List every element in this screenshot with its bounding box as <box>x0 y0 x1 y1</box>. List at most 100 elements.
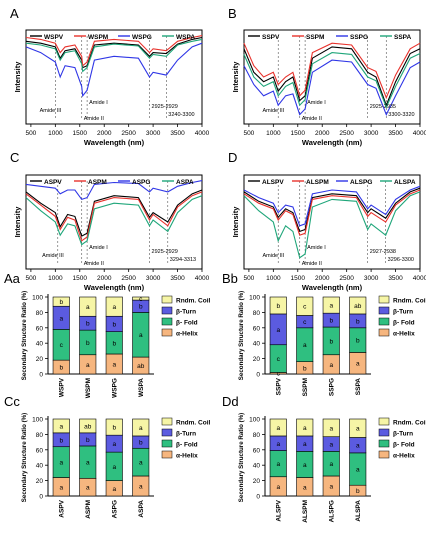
significance-letter: c <box>277 356 281 363</box>
x-tick-label: 2000 <box>315 130 330 137</box>
panel-letter-aa: Aa <box>4 271 21 286</box>
annotation-label: Amide II <box>84 261 105 267</box>
significance-letter: ab <box>137 363 145 370</box>
legend-label: Rndm. Coil <box>393 420 426 427</box>
legend-label: SSPA <box>394 34 412 41</box>
x-tick-label: ASPM <box>85 500 92 519</box>
legend-label: WSPA <box>176 34 195 41</box>
legend-swatch <box>378 328 390 337</box>
legend-label: WSPM <box>88 34 108 41</box>
significance-letter: b <box>86 321 90 328</box>
x-tick-label: 1500 <box>291 130 306 137</box>
x-tick-label: ALSPV <box>275 499 282 521</box>
series-line-alspa <box>243 191 421 259</box>
annotation-label: Amide II <box>302 116 323 122</box>
legend-label: ASPA <box>176 179 194 186</box>
legend-swatch <box>161 428 173 437</box>
series-line-wspv <box>25 36 203 69</box>
legend-swatch <box>378 450 390 459</box>
x-tick-label: 500 <box>243 275 254 282</box>
legend-label: ASPG <box>132 179 150 186</box>
series-line-aspv <box>25 189 203 237</box>
bar-segment <box>322 296 340 314</box>
significance-letter: a <box>276 327 280 334</box>
series-line-wspa <box>25 38 203 73</box>
significance-letter: c <box>60 342 64 349</box>
bar-segment <box>349 418 367 438</box>
significance-letter: ab <box>84 423 92 430</box>
significance-letter: a <box>86 362 90 369</box>
x-tick-label: WSPM <box>85 378 92 398</box>
x-tick-label: ALSPG <box>328 500 335 522</box>
x-tick-label: WSPV <box>58 377 65 397</box>
series-line-sspm <box>243 42 421 100</box>
y-axis-label: Intensity <box>231 61 240 93</box>
significance-letter: a <box>329 442 333 449</box>
significance-letter: b <box>139 304 143 311</box>
significance-letter: a <box>356 443 360 450</box>
y-tick-label: 40 <box>36 341 44 348</box>
y-axis-label: Intensity <box>231 206 240 238</box>
annotation-label: Amide II <box>84 116 105 122</box>
series-line-aspm <box>25 191 203 242</box>
significance-letter: a <box>276 441 280 448</box>
x-tick-label: 3500 <box>170 130 185 137</box>
annotation-label: Amide III <box>263 108 285 114</box>
significance-letter: a <box>356 426 360 433</box>
significance-letter: a <box>112 361 116 368</box>
y-tick-label: 0 <box>39 372 43 379</box>
x-tick-label: 2500 <box>121 275 136 282</box>
significance-letter: a <box>139 483 143 490</box>
bar-segment <box>296 296 314 316</box>
significance-letter: a <box>112 304 116 311</box>
bar-segment <box>349 296 367 315</box>
significance-letter: a <box>329 303 333 310</box>
x-tick-label: 2500 <box>339 130 354 137</box>
legend-label: β-Turn <box>176 309 196 316</box>
x-tick-label: 2000 <box>97 130 112 137</box>
x-tick-label: ALSPA <box>355 500 362 522</box>
legend-label: ALSPA <box>394 179 416 186</box>
bar-segment <box>52 418 70 434</box>
annotation-label: Amide I <box>89 100 108 106</box>
significance-letter: b <box>303 365 307 372</box>
bar-segment <box>52 296 70 307</box>
series-line-aspg <box>25 180 203 201</box>
y-tick-label: 100 <box>249 295 260 302</box>
significance-letter: b <box>86 340 90 347</box>
legend-label: SSPG <box>350 34 368 41</box>
x-axis-label: Wavelength (nm) <box>84 138 145 147</box>
legend-swatch <box>161 306 173 315</box>
legend-label: α-Helix <box>393 331 415 338</box>
significance-letter: a <box>59 484 63 491</box>
x-tick-label: SSPM <box>302 378 309 396</box>
series-line-wspm <box>25 35 203 67</box>
series-line-wspg <box>25 42 203 98</box>
y-tick-label: 20 <box>36 356 44 363</box>
x-tick-label: 1000 <box>266 275 281 282</box>
x-tick-label: WSPG <box>111 378 118 398</box>
significance-letter: a <box>356 361 360 368</box>
significance-letter: a <box>303 342 307 349</box>
panel-letter-c: C <box>10 150 19 165</box>
significance-letter: b <box>59 365 63 372</box>
plot-frame <box>25 29 203 125</box>
legend-label: α-Helix <box>176 331 198 338</box>
y-tick-label: 20 <box>36 478 44 485</box>
x-tick-label: 3500 <box>170 275 185 282</box>
bar-segment <box>132 418 150 437</box>
annotation-label: 2925-2929 <box>152 249 178 255</box>
y-axis-label: Secondary Structure Ratio (%) <box>21 291 28 380</box>
legend-swatch <box>161 317 173 326</box>
significance-letter: b <box>276 303 280 310</box>
significance-letter: a <box>356 467 360 474</box>
legend-swatch <box>161 295 173 304</box>
legend-label: SSPM <box>306 34 324 41</box>
x-tick-label: 1500 <box>73 130 88 137</box>
x-tick-label: 4000 <box>195 130 210 137</box>
y-tick-label: 40 <box>36 463 44 470</box>
series-line-sspg <box>243 59 421 116</box>
x-tick-label: 2500 <box>121 130 136 137</box>
annotation-label: 3294-3313 <box>170 257 196 263</box>
bar-segment <box>269 296 287 315</box>
